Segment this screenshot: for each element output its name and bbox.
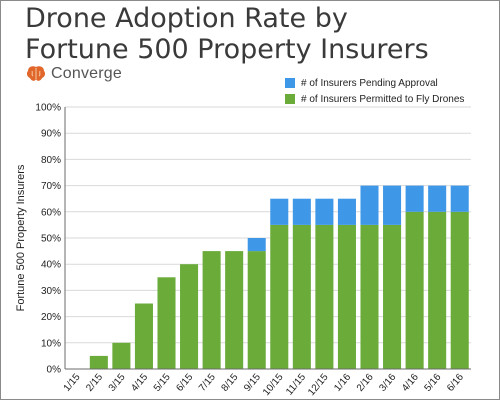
x-tick-label: 4/15	[129, 372, 150, 394]
y-tick-label: 60%	[41, 207, 61, 218]
bar-pending	[270, 198, 289, 225]
bar-permitted	[247, 251, 266, 369]
y-tick-label: 20%	[41, 312, 61, 323]
chart-legend: # of Insurers Pending Approval # of Insu…	[285, 75, 464, 107]
legend-label-permitted: # of Insurers Permitted to Fly Drones	[301, 93, 465, 105]
bar-permitted	[405, 211, 424, 369]
brand-logo: Converge	[26, 65, 122, 83]
chart-title: Drone Adoption Rate by Fortune 500 Prope…	[25, 3, 485, 65]
bar-permitted	[89, 355, 108, 369]
bar-pending	[360, 185, 379, 225]
y-tick-label: 50%	[41, 234, 61, 245]
bar-pending	[405, 185, 424, 212]
bar-permitted	[270, 224, 289, 369]
bar-pending	[247, 238, 266, 252]
x-tick-label: 10/15	[261, 372, 286, 399]
bar-permitted	[225, 251, 244, 369]
chart-title-line-1: Drone Adoption Rate by	[25, 3, 348, 34]
y-tick-label: 0%	[47, 365, 62, 376]
brain-icon	[26, 66, 46, 81]
bar-permitted	[202, 251, 221, 369]
legend-swatch-pending	[285, 78, 295, 88]
bar-pending	[337, 198, 356, 225]
x-tick-label: 9/15	[242, 372, 263, 394]
bar-pending	[428, 185, 447, 212]
x-tick-label: 1/15	[62, 372, 83, 394]
x-tick-label: 11/15	[284, 372, 308, 398]
y-axis-title: Fortune 500 Property Insurers	[15, 164, 27, 311]
bar-pending	[383, 185, 402, 225]
bar-permitted	[383, 224, 402, 369]
x-tick-label: 8/15	[220, 372, 241, 394]
y-tick-label: 90%	[41, 129, 61, 140]
x-tick-label: 5/15	[152, 372, 173, 394]
bar-permitted	[157, 277, 176, 369]
bar-permitted	[315, 224, 334, 369]
y-tick-label: 30%	[41, 286, 61, 297]
bar-permitted	[337, 224, 356, 369]
brand-name: Converge	[51, 65, 122, 82]
bar-permitted	[360, 224, 379, 369]
legend-item-pending: # of Insurers Pending Approval	[285, 75, 464, 91]
x-tick-label: 12/15	[306, 372, 331, 399]
x-tick-label: 5/16	[423, 372, 444, 394]
y-tick-label: 100%	[35, 103, 61, 114]
x-tick-label: 4/16	[400, 372, 421, 394]
x-tick-label: 3/15	[107, 372, 128, 394]
bar-permitted	[292, 224, 311, 369]
bar-permitted	[428, 211, 447, 369]
chart-title-line-2: Fortune 500 Property Insurers	[25, 34, 429, 65]
legend-item-permitted: # of Insurers Permitted to Fly Drones	[285, 91, 464, 107]
bar-permitted	[180, 264, 199, 369]
y-tick-label: 10%	[41, 338, 61, 349]
x-tick-label: 1/16	[332, 372, 353, 394]
x-tick-label: 2/16	[355, 372, 376, 394]
bar-permitted	[134, 303, 153, 369]
x-tick-label: 3/16	[377, 372, 398, 394]
y-tick-label: 40%	[41, 260, 61, 271]
x-tick-label: 2/15	[84, 372, 105, 394]
y-tick-label: 70%	[41, 181, 61, 192]
bar-permitted	[450, 211, 469, 369]
x-tick-label: 7/15	[197, 372, 218, 394]
bar-pending	[450, 185, 469, 212]
legend-swatch-permitted	[285, 94, 295, 104]
y-tick-label: 80%	[41, 155, 61, 166]
legend-label-pending: # of Insurers Pending Approval	[301, 77, 438, 89]
bar-pending	[292, 198, 311, 225]
x-tick-label: 6/16	[445, 372, 466, 394]
bar-permitted	[112, 342, 131, 369]
x-tick-label: 6/15	[174, 372, 195, 394]
bar-pending	[315, 198, 334, 225]
